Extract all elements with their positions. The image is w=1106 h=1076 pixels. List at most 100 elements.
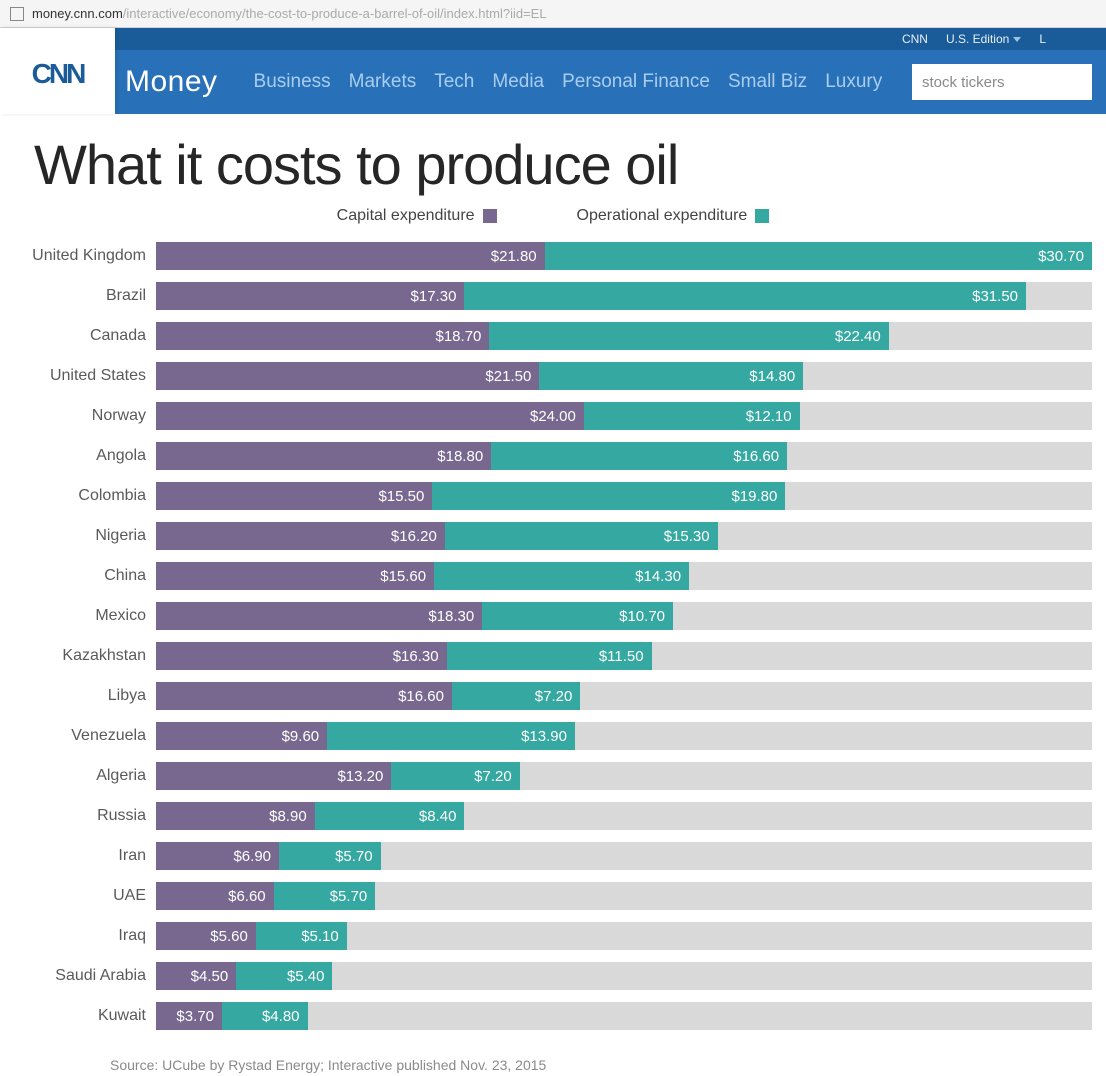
bar-segment-opex[interactable]: $4.80 xyxy=(222,1002,308,1030)
row-country-label: Kuwait xyxy=(0,1007,156,1025)
bar-track: $5.60$5.10 xyxy=(156,922,1092,950)
bar-segment-capex[interactable]: $16.60 xyxy=(156,682,452,710)
brand-cnn-link[interactable]: CNN xyxy=(902,32,928,46)
row-country-label: Norway xyxy=(0,407,156,425)
row-country-label: Nigeria xyxy=(0,527,156,545)
bar-segment-capex[interactable]: $6.90 xyxy=(156,842,279,870)
bar-segment-capex[interactable]: $18.80 xyxy=(156,442,491,470)
bar-segment-capex[interactable]: $9.60 xyxy=(156,722,327,750)
bar-segment-capex[interactable]: $18.70 xyxy=(156,322,489,350)
nav-links: Business Markets Tech Media Personal Finance… xyxy=(254,71,902,93)
bar-segment-opex[interactable]: $5.10 xyxy=(256,922,347,950)
nav-bar: Money Business Markets Tech Media Personal F… xyxy=(115,50,1106,114)
row-country-label: Algeria xyxy=(0,767,156,785)
chart-row: Saudi Arabia$4.50$5.40 xyxy=(0,959,1092,993)
bar-segment-capex[interactable]: $8.90 xyxy=(156,802,315,830)
source-text: Source: UCube by Rystad Energy; Interact… xyxy=(0,1047,1106,1073)
bar-track: $21.80$30.70 xyxy=(156,242,1092,270)
legend-capex: Capital expenditure xyxy=(337,207,497,225)
chart-row: Colombia$15.50$19.80 xyxy=(0,479,1092,513)
chart-row: Libya$16.60$7.20 xyxy=(0,679,1092,713)
bar-segment-capex[interactable]: $21.50 xyxy=(156,362,539,390)
chart-row: Algeria$13.20$7.20 xyxy=(0,759,1092,793)
bar-track: $21.50$14.80 xyxy=(156,362,1092,390)
chart-row: Kazakhstan$16.30$11.50 xyxy=(0,639,1092,673)
page-title: What it costs to produce oil xyxy=(0,114,1106,207)
bar-segment-opex[interactable]: $30.70 xyxy=(545,242,1092,270)
chart-row: Russia$8.90$8.40 xyxy=(0,799,1092,833)
bar-segment-capex[interactable]: $17.30 xyxy=(156,282,464,310)
chart-row: Angola$18.80$16.60 xyxy=(0,439,1092,473)
nav-link[interactable]: Personal Finance xyxy=(562,71,710,93)
logo-box[interactable]: CNN xyxy=(0,28,115,114)
bar-segment-capex[interactable]: $5.60 xyxy=(156,922,256,950)
bar-segment-opex[interactable]: $14.80 xyxy=(539,362,803,390)
legend-capex-swatch xyxy=(483,209,497,223)
bar-segment-capex[interactable]: $16.20 xyxy=(156,522,445,550)
chart-row: Venezuela$9.60$13.90 xyxy=(0,719,1092,753)
bar-segment-capex[interactable]: $15.60 xyxy=(156,562,434,590)
bar-track: $17.30$31.50 xyxy=(156,282,1092,310)
bar-segment-capex[interactable]: $16.30 xyxy=(156,642,447,670)
row-country-label: Mexico xyxy=(0,607,156,625)
nav-link[interactable]: Small Biz xyxy=(728,71,807,93)
row-country-label: Russia xyxy=(0,807,156,825)
bar-segment-capex[interactable]: $21.80 xyxy=(156,242,545,270)
bar-track: $15.50$19.80 xyxy=(156,482,1092,510)
bar-segment-opex[interactable]: $12.10 xyxy=(584,402,800,430)
bar-segment-opex[interactable]: $5.40 xyxy=(236,962,332,990)
nav-link[interactable]: Media xyxy=(492,71,544,93)
bar-segment-opex[interactable]: $19.80 xyxy=(432,482,785,510)
bar-segment-opex[interactable]: $5.70 xyxy=(279,842,381,870)
bar-track: $16.30$11.50 xyxy=(156,642,1092,670)
bar-segment-opex[interactable]: $14.30 xyxy=(434,562,689,590)
bar-segment-opex[interactable]: $13.90 xyxy=(327,722,575,750)
nav-link[interactable]: Business xyxy=(254,71,331,93)
bar-segment-opex[interactable]: $5.70 xyxy=(274,882,376,910)
bar-track: $9.60$13.90 xyxy=(156,722,1092,750)
bar-track: $13.20$7.20 xyxy=(156,762,1092,790)
bar-segment-capex[interactable]: $4.50 xyxy=(156,962,236,990)
bar-segment-opex[interactable]: $31.50 xyxy=(464,282,1026,310)
chart-row: Kuwait$3.70$4.80 xyxy=(0,999,1092,1033)
page-icon xyxy=(10,7,24,21)
search-input[interactable] xyxy=(912,64,1092,100)
bar-segment-opex[interactable]: $8.40 xyxy=(315,802,465,830)
bar-segment-capex[interactable]: $6.60 xyxy=(156,882,274,910)
edition-selector[interactable]: U.S. Edition xyxy=(946,32,1021,46)
chart-row: Mexico$18.30$10.70 xyxy=(0,599,1092,633)
row-country-label: Colombia xyxy=(0,487,156,505)
chart-row: Brazil$17.30$31.50 xyxy=(0,279,1092,313)
legend-opex: Operational expenditure xyxy=(577,207,770,225)
bar-segment-capex[interactable]: $13.20 xyxy=(156,762,391,790)
nav-link[interactable]: Tech xyxy=(434,71,474,93)
bar-segment-opex[interactable]: $15.30 xyxy=(445,522,718,550)
browser-url-bar[interactable]: money.cnn.com/interactive/economy/the-co… xyxy=(0,0,1106,28)
bar-segment-capex[interactable]: $15.50 xyxy=(156,482,432,510)
bar-segment-capex[interactable]: $24.00 xyxy=(156,402,584,430)
bar-segment-opex[interactable]: $22.40 xyxy=(489,322,888,350)
cnn-logo: CNN xyxy=(32,58,84,90)
chart-row: Nigeria$16.20$15.30 xyxy=(0,519,1092,553)
bar-segment-opex[interactable]: $7.20 xyxy=(452,682,580,710)
chart-legend: Capital expenditure Operational expendit… xyxy=(0,207,1106,239)
bar-track: $18.30$10.70 xyxy=(156,602,1092,630)
nav-link[interactable]: Luxury xyxy=(825,71,882,93)
bar-segment-capex[interactable]: $18.30 xyxy=(156,602,482,630)
bar-segment-opex[interactable]: $7.20 xyxy=(391,762,519,790)
bar-track: $8.90$8.40 xyxy=(156,802,1092,830)
login-initial[interactable]: L xyxy=(1039,32,1046,46)
money-label[interactable]: Money xyxy=(125,65,218,99)
row-country-label: Canada xyxy=(0,327,156,345)
bar-segment-opex[interactable]: $11.50 xyxy=(447,642,652,670)
edition-label: U.S. Edition xyxy=(946,32,1009,46)
legend-opex-swatch xyxy=(755,209,769,223)
bar-segment-capex[interactable]: $3.70 xyxy=(156,1002,222,1030)
legend-opex-label: Operational expenditure xyxy=(577,207,748,225)
bar-track: $6.60$5.70 xyxy=(156,882,1092,910)
bar-segment-opex[interactable]: $16.60 xyxy=(491,442,787,470)
row-country-label: United Kingdom xyxy=(0,247,156,265)
bar-track: $6.90$5.70 xyxy=(156,842,1092,870)
nav-link[interactable]: Markets xyxy=(349,71,417,93)
bar-segment-opex[interactable]: $10.70 xyxy=(482,602,673,630)
